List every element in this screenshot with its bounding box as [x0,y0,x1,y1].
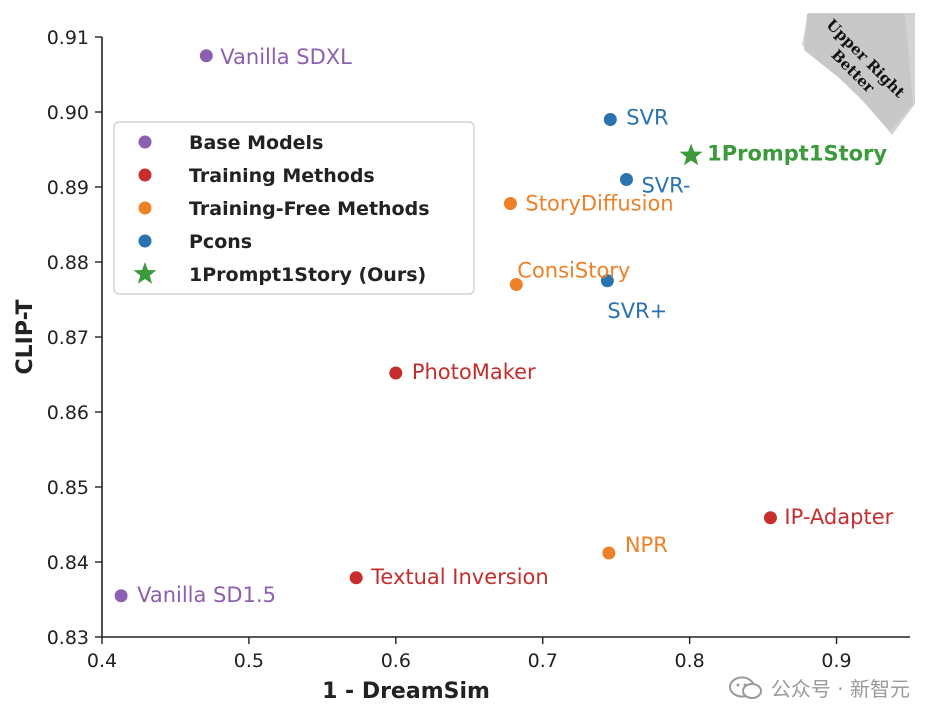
point-label: Textual Inversion [370,565,549,589]
y-tick-label: 0.85 [47,477,89,499]
data-point [602,546,616,560]
data-point [509,278,523,291]
y-axis-title: CLIP-T [13,300,38,375]
y-tick-label: 0.84 [47,552,89,574]
legend-marker [138,135,152,149]
point-label: IP-Adapter [784,505,893,529]
arrow-shape [804,14,913,132]
point-labels: Vanilla SDXL Vanilla SD1.5 PhotoMaker IP-Ad… [137,45,894,607]
axis-ticks: 0.4 0.5 0.6 0.7 0.8 0.9 0.83 0.84 0.85 0.86 0.87 0.… [47,27,852,672]
legend-marker [138,234,152,248]
data-points [114,49,777,603]
axes: 1 - DreamSim CLIP-T [13,37,910,704]
x-tick-label: 0.6 [381,650,411,672]
data-point [603,113,617,126]
y-tick-label: 0.90 [47,102,89,124]
y-tick-label: 0.83 [47,627,89,649]
wechat-icon [728,676,762,699]
legend: Base Models Training Methods Training-Free… [113,121,475,295]
y-tick-label: 0.88 [47,252,89,274]
y-tick-label: 0.87 [47,327,89,349]
data-point [763,511,777,525]
legend-entry: 1Prompt1Story (Ours) [189,264,426,286]
watermark-text: 公众号 · 新智元 [770,677,910,701]
point-label: 1Prompt1Story [707,142,887,166]
data-point [619,173,633,186]
x-tick-label: 0.4 [87,650,117,672]
point-label: ConsiStory [517,259,630,283]
x-axis-title: 1 - DreamSim [322,679,490,704]
upper-right-better-arrow: Upper RightBetter [802,13,915,135]
data-point [389,366,403,380]
legend-entry: Pcons [189,231,252,253]
x-tick-label: 0.8 [675,650,705,672]
data-point [503,197,517,210]
point-label: NPR [625,533,668,557]
legend-entry: Base Models [189,132,323,154]
legend-entry: Training-Free Methods [189,198,430,220]
data-point [600,274,614,288]
point-label: SVR- [641,174,690,198]
point-label: PhotoMaker [412,360,536,384]
y-tick-label: 0.86 [47,402,89,424]
data-point-star [679,143,703,166]
legend-marker [138,168,152,182]
point-label: SVR+ [607,299,667,323]
data-point [114,589,128,603]
y-tick-label: 0.89 [47,177,89,199]
data-point [349,571,363,585]
point-label: SVR [626,106,668,130]
point-label: Vanilla SDXL [220,45,352,69]
y-tick-label: 0.91 [47,27,89,49]
legend-star-marker [133,262,157,284]
data-point [199,49,213,63]
legend-box [113,121,475,295]
legend-entry: Training Methods [189,165,375,187]
legend-marker [138,201,152,215]
point-label: StoryDiffusion [525,192,673,216]
x-tick-label: 0.5 [234,650,264,672]
x-tick-label: 0.9 [821,650,851,672]
x-tick-label: 0.7 [528,650,558,672]
point-label: Vanilla SD1.5 [137,583,276,607]
watermark: 公众号 · 新智元 [728,673,910,702]
